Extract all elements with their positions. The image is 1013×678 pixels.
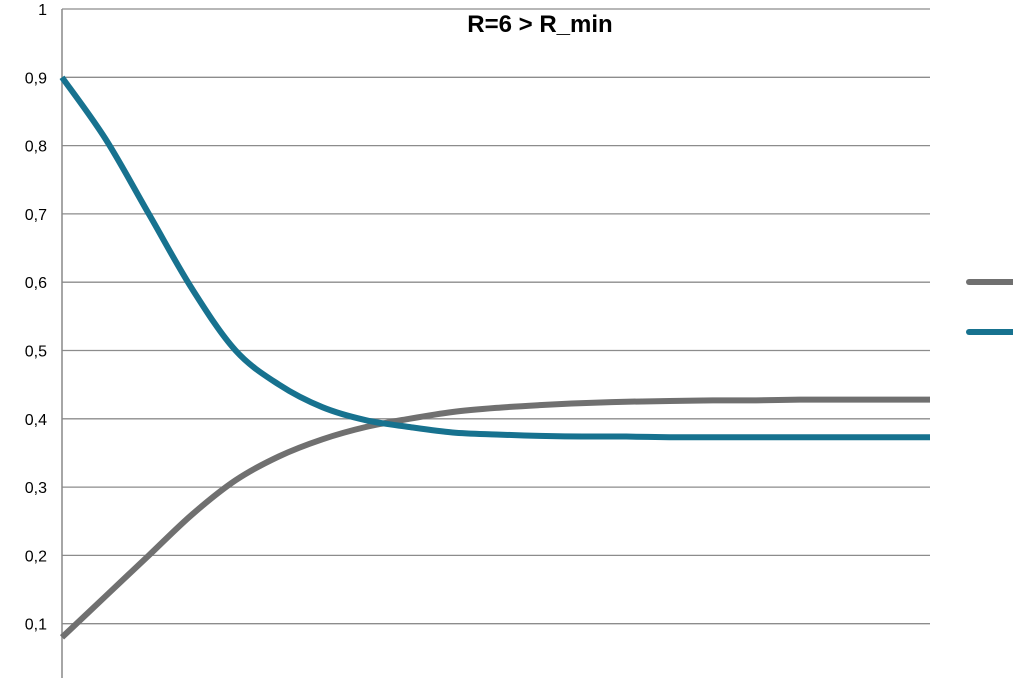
y-tick-label: 0,7 — [25, 207, 47, 224]
y-tick-label: 0,5 — [25, 344, 47, 361]
y-axis-tick-labels: 0,1 0,2 0,3 0,4 0,5 0,6 0,7 0,8 0,9 1 — [25, 2, 47, 634]
y-tick-label: 0,4 — [25, 412, 47, 429]
y-tick-label: 0,9 — [25, 70, 47, 87]
y-tick-label: 0,1 — [25, 617, 47, 634]
y-tick-label: 0,6 — [25, 275, 47, 292]
y-tick-label: 0,8 — [25, 139, 47, 156]
y-tick-label: 0,3 — [25, 480, 47, 497]
series-lines — [59, 75, 930, 640]
y-tick-label: 0,2 — [25, 548, 47, 565]
y-tick-label: 1 — [38, 2, 47, 19]
series-line-1 — [59, 396, 930, 640]
series-line-2 — [59, 75, 930, 441]
gridlines — [62, 8, 930, 625]
chart-title: R=6 > R_min — [467, 11, 612, 38]
legend — [966, 279, 1013, 335]
